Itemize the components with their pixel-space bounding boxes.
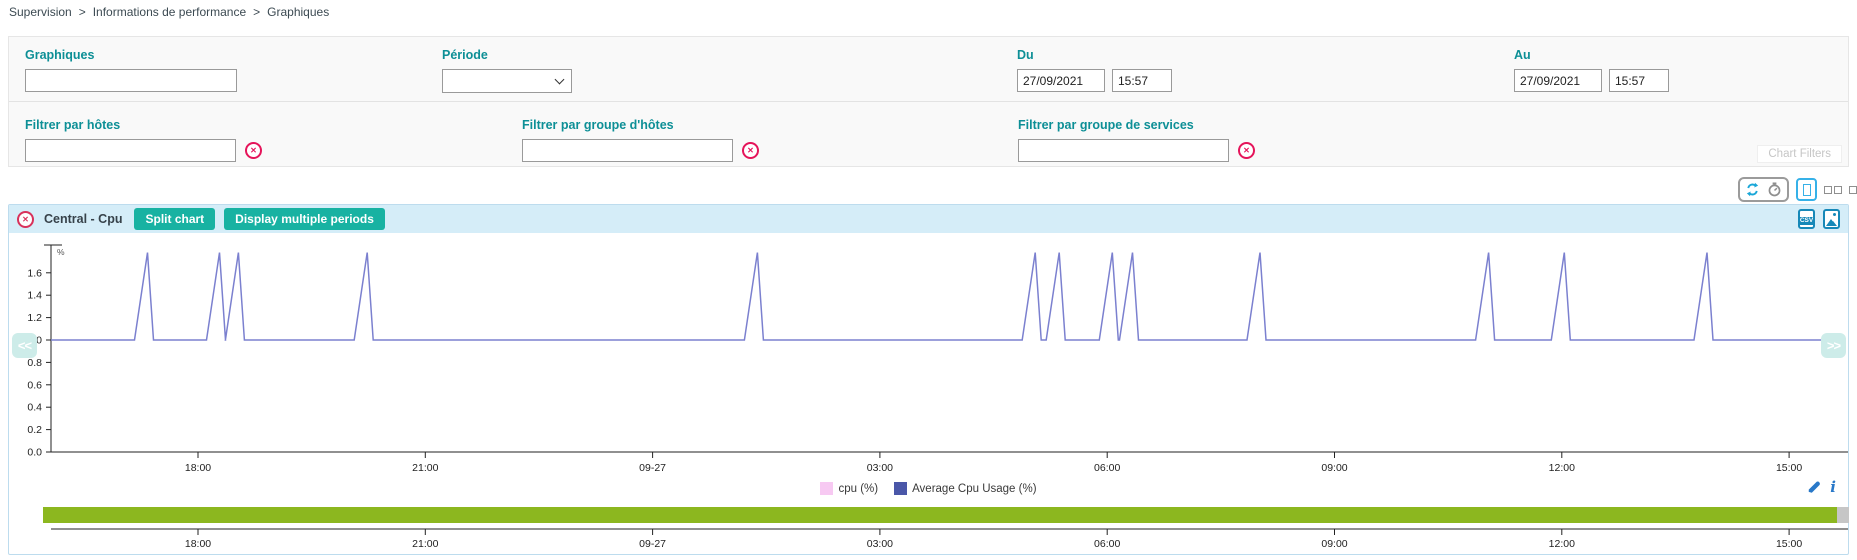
chart-filters-tag: Chart Filters	[1757, 145, 1842, 163]
to-label: Au	[1514, 48, 1531, 62]
from-date-input[interactable]	[1017, 69, 1105, 92]
field-graphs: Graphiques	[25, 48, 237, 92]
svg-text:09-27: 09-27	[639, 538, 666, 550]
timer-icon[interactable]	[1767, 182, 1782, 197]
breadcrumb-performance-info[interactable]: Informations de performance	[92, 5, 247, 19]
svg-text:1.2: 1.2	[27, 312, 42, 324]
svg-text:0.2: 0.2	[27, 424, 42, 436]
svg-text:06:00: 06:00	[1094, 462, 1120, 474]
breadcrumb-supervision[interactable]: Supervision	[9, 5, 72, 19]
breadcrumb-separator: >	[78, 5, 86, 19]
clear-host-filter-icon[interactable]: ✕	[245, 142, 262, 159]
split-chart-button[interactable]: Split chart	[134, 208, 216, 230]
field-hostgroup-filter: Filtrer par groupe d'hôtes ✕	[522, 118, 759, 162]
svg-text:15:00: 15:00	[1776, 462, 1802, 474]
field-servicegroup-filter: Filtrer par groupe de services ✕	[1018, 118, 1255, 162]
legend-item[interactable]: cpu (%)	[820, 482, 878, 495]
breadcrumb-separator: >	[253, 5, 261, 19]
display-multiple-periods-button[interactable]: Display multiple periods	[224, 208, 385, 230]
svg-text:0.4: 0.4	[27, 402, 42, 414]
legend-label: cpu (%)	[838, 482, 879, 495]
svg-text:21:00: 21:00	[412, 462, 438, 474]
remove-chart-icon[interactable]: ✕	[17, 210, 34, 228]
svg-text:12:00: 12:00	[1549, 538, 1575, 550]
to-time-input[interactable]	[1609, 69, 1669, 92]
timeline-cap	[1837, 507, 1849, 523]
export-image-icon[interactable]	[1823, 209, 1840, 229]
field-to: Au	[1514, 48, 1669, 92]
svg-text:12:00: 12:00	[1549, 462, 1575, 474]
svg-text:06:00: 06:00	[1094, 538, 1120, 550]
timeline-axis: 18:00 21:00 09-27 03:00 06:00 09:00 12:00 15:00	[51, 528, 1848, 550]
svg-text:03:00: 03:00	[867, 462, 893, 474]
svg-text:09:00: 09:00	[1321, 538, 1347, 550]
graphs-input[interactable]	[25, 69, 237, 92]
svg-text:18:00: 18:00	[185, 462, 211, 474]
svg-text:1.4: 1.4	[27, 290, 42, 302]
pan-left-button[interactable]: <<	[12, 333, 37, 358]
svg-text:03:00: 03:00	[867, 538, 893, 550]
from-label: Du	[1017, 48, 1034, 62]
graphs-label: Graphiques	[25, 48, 95, 62]
chart-card: ✕ Central - Cpu Split chart Display mult…	[8, 204, 1849, 555]
svg-text:18:00: 18:00	[185, 538, 211, 550]
field-from: Du	[1017, 48, 1172, 92]
svg-text:15:00: 15:00	[1776, 538, 1802, 550]
one-column-layout-button[interactable]	[1796, 178, 1817, 201]
field-period: Période	[442, 48, 572, 93]
hostgroup-filter-input[interactable]	[522, 139, 733, 162]
legend-swatch	[820, 482, 834, 495]
svg-text:09:00: 09:00	[1321, 462, 1347, 474]
period-label: Période	[442, 48, 488, 62]
pan-right-button[interactable]: >>	[1821, 333, 1846, 358]
servicegroup-filter-input[interactable]	[1018, 139, 1229, 162]
chart-view-toolbar	[1738, 177, 1857, 202]
svg-text:%: %	[57, 247, 65, 257]
refresh-group	[1738, 177, 1789, 202]
chart-legend: cpu (%) Average Cpu Usage (%)	[9, 482, 1848, 495]
to-date-input[interactable]	[1514, 69, 1602, 92]
clear-hostgroup-filter-icon[interactable]: ✕	[742, 142, 759, 159]
timeline-bar[interactable]	[43, 507, 1849, 523]
legend-label: Average Cpu Usage (%)	[912, 482, 1037, 495]
legend-swatch	[894, 482, 908, 495]
hostgroup-filter-label: Filtrer par groupe d'hôtes	[522, 118, 674, 132]
clear-servicegroup-filter-icon[interactable]: ✕	[1238, 142, 1255, 159]
chart-plot-area[interactable]: %0.00.20.40.60.81.01.21.41.618:0021:0009…	[9, 233, 1848, 481]
sync-icon[interactable]	[1745, 182, 1760, 197]
three-columns-layout-button[interactable]	[1849, 185, 1857, 194]
svg-text:21:00: 21:00	[412, 538, 438, 550]
legend-item[interactable]: Average Cpu Usage (%)	[894, 482, 1037, 495]
from-time-input[interactable]	[1112, 69, 1172, 92]
field-host-filter: Filtrer par hôtes ✕	[25, 118, 262, 162]
breadcrumb: Supervision > Informations de performance >…	[9, 5, 329, 19]
svg-text:09-27: 09-27	[639, 462, 666, 474]
svg-text:0.0: 0.0	[27, 447, 42, 459]
period-select[interactable]	[442, 69, 572, 93]
host-filter-label: Filtrer par hôtes	[25, 118, 121, 132]
pen-icon[interactable]	[1807, 480, 1821, 494]
export-csv-icon[interactable]: CSV	[1798, 209, 1815, 229]
two-columns-layout-button[interactable]	[1824, 185, 1842, 194]
breadcrumb-graphiques[interactable]: Graphiques	[267, 5, 330, 19]
svg-text:0.6: 0.6	[27, 379, 42, 391]
svg-text:0.8: 0.8	[27, 357, 42, 369]
chart-card-header: ✕ Central - Cpu Split chart Display mult…	[9, 205, 1848, 233]
legend-tools: i	[1807, 478, 1836, 496]
host-filter-input[interactable]	[25, 139, 236, 162]
servicegroup-filter-label: Filtrer par groupe de services	[1018, 118, 1194, 132]
panel-divider	[9, 101, 1848, 102]
chart-title: Central - Cpu	[44, 212, 123, 226]
info-icon[interactable]: i	[1830, 478, 1836, 496]
svg-text:1.6: 1.6	[27, 267, 42, 279]
chart-filters-panel: Graphiques Période Du Au Fil	[8, 36, 1849, 167]
